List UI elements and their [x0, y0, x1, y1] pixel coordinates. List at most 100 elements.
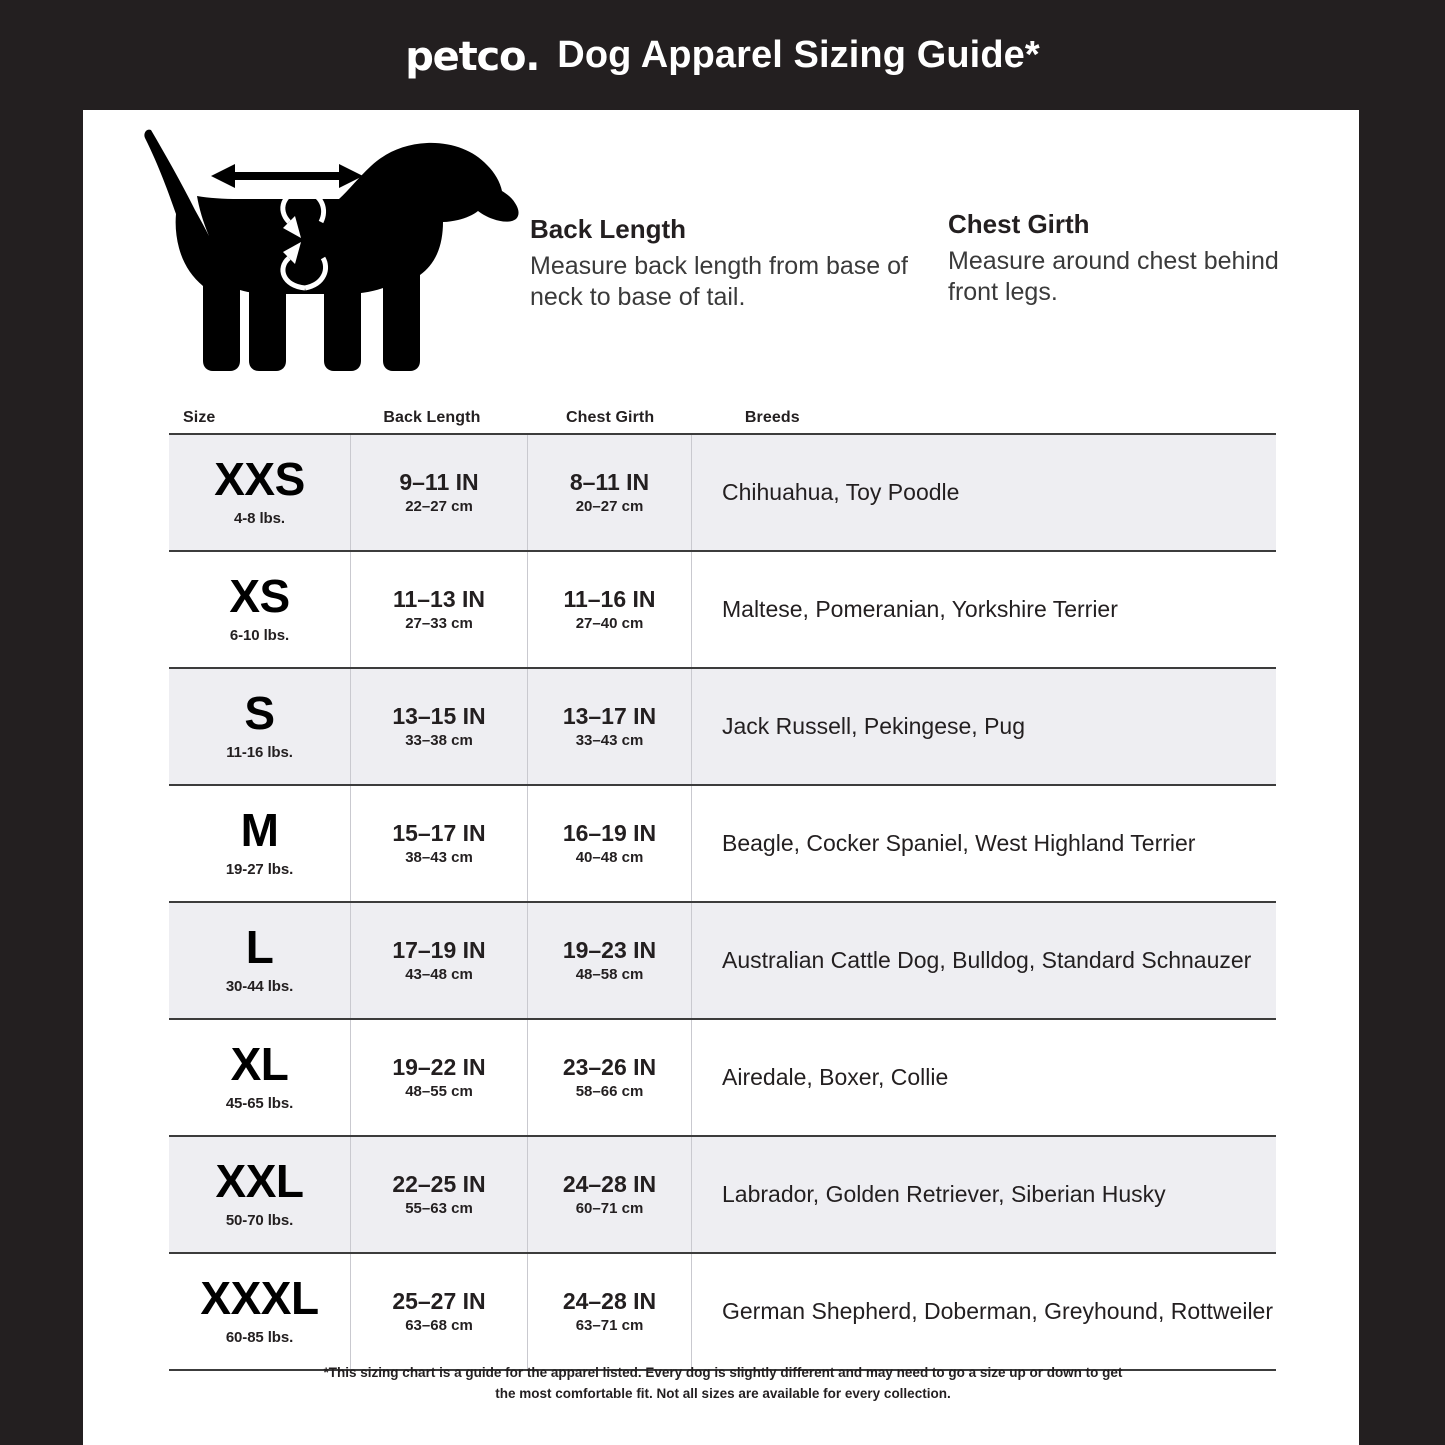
chest-girth-inches: 13–17 IN — [562, 702, 657, 729]
breeds-list: Maltese, Pomeranian, Yorkshire Terrier — [722, 595, 1118, 622]
back-length-cm: 48–55 cm — [405, 1083, 473, 1101]
chest-girth-cm: 63–71 cm — [575, 1317, 644, 1335]
footnote-line-2: the most comfortable fit. Not all sizes … — [495, 1385, 951, 1401]
cell-chest-girth: 8–11 IN 20–27 cm — [527, 435, 691, 550]
chest-girth-inches: 16–19 IN — [562, 819, 657, 846]
cell-breeds: Jack Russell, Pekingese, Pug — [691, 669, 1276, 784]
size-weight: 4-8 lbs. — [234, 510, 285, 528]
chest-girth-inches: 23–26 IN — [562, 1053, 657, 1080]
back-length-inches: 17–19 IN — [392, 936, 486, 963]
cell-chest-girth: 24–28 IN 60–71 cm — [527, 1137, 691, 1252]
size-label: XXS — [214, 452, 305, 505]
size-weight: 6-10 lbs. — [229, 627, 290, 645]
size-label: S — [244, 686, 275, 739]
cell-breeds: Beagle, Cocker Spaniel, West Highland Te… — [691, 786, 1276, 901]
column-header-back-length: Back Length — [383, 409, 481, 426]
breeds-list: Australian Cattle Dog, Bulldog, Standard… — [722, 946, 1252, 973]
size-weight: 50-70 lbs. — [225, 1212, 294, 1230]
size-label: XL — [230, 1037, 289, 1090]
cell-breeds: Airedale, Boxer, Collie — [691, 1020, 1276, 1135]
back-length-inches: 11–13 IN — [392, 585, 486, 612]
petco-logo-dot: . — [525, 34, 540, 80]
size-weight: 11-16 lbs. — [226, 744, 293, 762]
cell-breeds: Labrador, Golden Retriever, Siberian Hus… — [691, 1137, 1276, 1252]
chest-girth-arrow-icon — [280, 187, 329, 291]
table-row: XL 45-65 lbs. 19–22 IN 48–55 cm 23–26 IN 58–6… — [169, 1020, 1276, 1137]
cell-back-length: 13–15 IN 33–38 cm — [350, 669, 527, 784]
table-row: L 30-44 lbs. 17–19 IN 43–48 cm 19–23 IN 48–58… — [169, 903, 1276, 1020]
cell-chest-girth: 13–17 IN 33–43 cm — [527, 669, 691, 784]
breeds-list: Labrador, Golden Retriever, Siberian Hus… — [722, 1180, 1166, 1207]
size-label: M — [240, 803, 279, 856]
cell-back-length: 11–13 IN 27–33 cm — [350, 552, 527, 667]
table-row: XS 6-10 lbs. 11–13 IN 27–33 cm 11–16 IN 27–40… — [169, 552, 1276, 669]
petco-wordmark: petco — [405, 34, 526, 80]
chest-girth-cm: 33–43 cm — [575, 732, 644, 750]
back-length-inches: 19–22 IN — [392, 1053, 486, 1080]
footnote: *This sizing chart is a guide for the ap… — [233, 1363, 1213, 1405]
legend-chest-girth: Chest Girth Measure around chest behind … — [948, 209, 1288, 309]
cell-back-length: 25–27 IN 63–68 cm — [350, 1254, 527, 1369]
size-weight: 60-85 lbs. — [225, 1329, 294, 1347]
table-row: XXXL 60-85 lbs. 25–27 IN 63–68 cm 24–28 IN 63… — [169, 1254, 1276, 1371]
breeds-list: Jack Russell, Pekingese, Pug — [722, 712, 1025, 739]
back-length-cm: 33–38 cm — [405, 732, 473, 750]
back-length-inches: 13–15 IN — [392, 702, 486, 729]
cell-chest-girth: 11–16 IN 27–40 cm — [527, 552, 691, 667]
chest-girth-cm: 40–48 cm — [575, 849, 644, 867]
back-length-arrow-icon — [211, 164, 363, 188]
chest-girth-inches: 19–23 IN — [562, 936, 657, 963]
table-row: S 11-16 lbs. 13–15 IN 33–38 cm 13–17 IN 33–43… — [169, 669, 1276, 786]
header-bar: petco. Dog Apparel Sizing Guide* — [0, 0, 1445, 110]
cell-breeds: Maltese, Pomeranian, Yorkshire Terrier — [691, 552, 1276, 667]
breeds-list: Airedale, Boxer, Collie — [722, 1063, 949, 1090]
cell-size: XS 6-10 lbs. — [169, 552, 350, 667]
cell-chest-girth: 23–26 IN 58–66 cm — [527, 1020, 691, 1135]
cell-size: XL 45-65 lbs. — [169, 1020, 350, 1135]
column-header-chest-girth: Chest Girth — [566, 409, 655, 426]
legend-chest-girth-title: Chest Girth — [948, 209, 1090, 239]
back-length-cm: 63–68 cm — [405, 1317, 473, 1335]
legend-back-length: Back Length Measure back length from bas… — [530, 214, 920, 314]
cell-size: S 11-16 lbs. — [169, 669, 350, 784]
size-label: XXL — [215, 1154, 304, 1207]
back-length-inches: 25–27 IN — [392, 1287, 486, 1314]
table-row: XXL 50-70 lbs. 22–25 IN 55–63 cm 24–28 IN 60–… — [169, 1137, 1276, 1254]
table-body: XXS 4-8 lbs. 9–11 IN 22–27 cm 8–11 IN 20–27 c… — [169, 433, 1276, 1371]
size-weight: 30-44 lbs. — [225, 978, 294, 996]
chest-girth-inches: 8–11 IN — [569, 468, 650, 495]
cell-chest-girth: 24–28 IN 63–71 cm — [527, 1254, 691, 1369]
back-length-cm: 43–48 cm — [405, 966, 473, 984]
cell-chest-girth: 16–19 IN 40–48 cm — [527, 786, 691, 901]
cell-back-length: 17–19 IN 43–48 cm — [350, 903, 527, 1018]
footnote-line-1: *This sizing chart is a guide for the ap… — [323, 1365, 1123, 1380]
dog-silhouette-icon — [144, 129, 519, 371]
cell-size: XXXL 60-85 lbs. — [169, 1254, 350, 1369]
cell-size: M 19-27 lbs. — [169, 786, 350, 901]
breeds-list: German Shepherd, Doberman, Greyhound, Ro… — [722, 1297, 1274, 1324]
breeds-list: Beagle, Cocker Spaniel, West Highland Te… — [722, 829, 1196, 856]
chest-girth-inches: 11–16 IN — [563, 585, 656, 612]
cell-back-length: 15–17 IN 38–43 cm — [350, 786, 527, 901]
cell-back-length: 22–25 IN 55–63 cm — [350, 1137, 527, 1252]
size-label: L — [245, 920, 274, 973]
cell-back-length: 19–22 IN 48–55 cm — [350, 1020, 527, 1135]
cell-breeds: Chihuahua, Toy Poodle — [691, 435, 1276, 550]
chest-girth-cm: 20–27 cm — [575, 498, 644, 516]
chest-girth-cm: 48–58 cm — [575, 966, 644, 984]
chest-girth-cm: 27–40 cm — [575, 615, 644, 633]
back-length-inches: 22–25 IN — [392, 1170, 486, 1197]
size-label: XS — [229, 569, 290, 622]
back-length-cm: 22–27 cm — [405, 498, 473, 516]
back-length-cm: 27–33 cm — [405, 615, 473, 633]
column-header-breeds: Breeds — [744, 409, 800, 426]
column-header-size: Size — [183, 409, 216, 426]
legend-back-length-title: Back Length — [530, 214, 687, 244]
chest-girth-cm: 60–71 cm — [575, 1200, 644, 1218]
cell-breeds: Australian Cattle Dog, Bulldog, Standard… — [691, 903, 1276, 1018]
back-length-inches: 15–17 IN — [392, 819, 486, 846]
measurement-diagram: Back Length Measure back length from bas… — [83, 110, 1359, 395]
sizing-guide-card: Back Length Measure back length from bas… — [83, 110, 1359, 1445]
cell-breeds: German Shepherd, Doberman, Greyhound, Ro… — [691, 1254, 1276, 1369]
size-weight: 19-27 lbs. — [225, 861, 294, 879]
